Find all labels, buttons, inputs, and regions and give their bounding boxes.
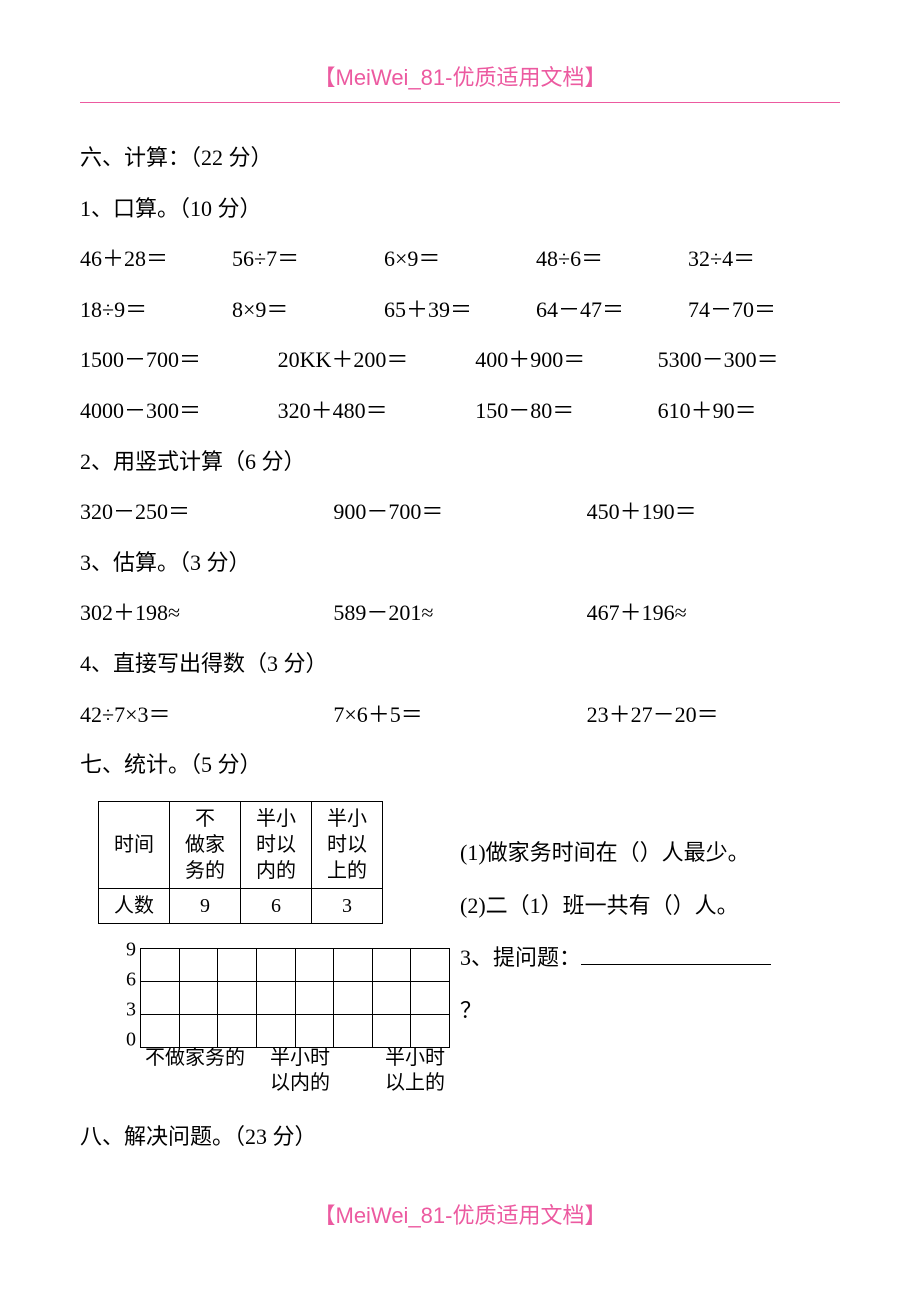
p1-row2: 18÷9＝ 8×9＝ 65＋39＝ 64－47＝ 74－70＝ <box>80 285 840 336</box>
stats-chart: 9 6 3 0 不做家务的 半小时 以内的 半小时 以上的 <box>80 942 450 1102</box>
xlabel: 半小时 以上的 <box>375 1046 455 1096</box>
expr: 589－201≈ <box>333 588 586 639</box>
expr: 400＋900＝ <box>475 335 657 386</box>
td: 6 <box>241 888 312 923</box>
expr: 64－47＝ <box>536 285 688 336</box>
page-footer: 【MeiWei_81-优质适用文档】 <box>0 1198 920 1230</box>
expr: 302＋198≈ <box>80 588 333 639</box>
expr: 610＋90＝ <box>658 386 840 437</box>
expr: 900－700＝ <box>333 487 586 538</box>
expr: 7×6＋5＝ <box>333 690 586 741</box>
expr: 46＋28＝ <box>80 234 232 285</box>
expr: 48÷6＝ <box>536 234 688 285</box>
page-header: 【MeiWei_81-优质适用文档】 <box>80 60 840 103</box>
expr: 4000－300＝ <box>80 386 278 437</box>
section6-title: 六、计算：（22 分） <box>80 133 840 184</box>
q3-end: ？ <box>460 985 840 1038</box>
expr: 23＋27－20＝ <box>587 690 840 741</box>
expr: 8×9＝ <box>232 285 384 336</box>
p1-row3: 1500－700＝ 20KK＋200＝ 400＋900＝ 5300－300＝ <box>80 335 840 386</box>
expr: 320－250＝ <box>80 487 333 538</box>
th: 半小时以内的 <box>241 801 312 888</box>
ytick: 9 <box>126 938 136 961</box>
expr: 1500－700＝ <box>80 335 278 386</box>
p2-row: 320－250＝ 900－700＝ 450＋190＝ <box>80 487 840 538</box>
xlabel: 不做家务的 <box>140 1046 250 1071</box>
expr: 320＋480＝ <box>278 386 476 437</box>
section7-title: 七、统计。（5 分） <box>80 740 840 791</box>
th: 半小时以上的 <box>312 801 383 888</box>
stats-table: 时间 不 做家务的 半小时以内的 半小时以上的 人数 9 6 3 <box>98 801 383 924</box>
q1: (1)做家务时间在（）人最少。 <box>460 827 840 880</box>
section6-p2-title: 2、用竖式计算（6 分） <box>80 437 840 488</box>
section6-p1-title: 1、口算。（10 分） <box>80 184 840 235</box>
expr: 18÷9＝ <box>80 285 232 336</box>
q3-label: 3、提问题： <box>460 945 581 970</box>
td: 3 <box>312 888 383 923</box>
xlabel: 半小时 以内的 <box>260 1046 340 1096</box>
expr: 6×9＝ <box>384 234 536 285</box>
expr: 74－70＝ <box>688 285 840 336</box>
td: 9 <box>170 888 241 923</box>
ytick: 0 <box>126 1028 136 1051</box>
section8-title: 八、解决问题。（23 分） <box>80 1112 840 1163</box>
section6-p4-title: 4、直接写出得数（3 分） <box>80 639 840 690</box>
expr: 42÷7×3＝ <box>80 690 333 741</box>
p1-row1: 46＋28＝ 56÷7＝ 6×9＝ 48÷6＝ 32÷4＝ <box>80 234 840 285</box>
expr: 467＋196≈ <box>587 588 840 639</box>
expr: 56÷7＝ <box>232 234 384 285</box>
expr: 20KK＋200＝ <box>278 335 476 386</box>
p4-row: 42÷7×3＝ 7×6＋5＝ 23＋27－20＝ <box>80 690 840 741</box>
q2: (2)二（1）班一共有（）人。 <box>460 880 840 933</box>
th: 时间 <box>99 801 170 888</box>
expr: 450＋190＝ <box>587 487 840 538</box>
section6-p3-title: 3、估算。（3 分） <box>80 538 840 589</box>
blank-line <box>581 940 771 965</box>
p3-row: 302＋198≈ 589－201≈ 467＋196≈ <box>80 588 840 639</box>
expr: 150－80＝ <box>475 386 657 437</box>
ytick: 3 <box>126 998 136 1021</box>
expr: 5300－300＝ <box>658 335 840 386</box>
p1-row4: 4000－300＝ 320＋480＝ 150－80＝ 610＋90＝ <box>80 386 840 437</box>
td: 人数 <box>99 888 170 923</box>
th: 不 做家务的 <box>170 801 241 888</box>
ytick: 6 <box>126 968 136 991</box>
chart-grid <box>140 948 450 1048</box>
q3: 3、提问题： <box>460 932 840 985</box>
expr: 32÷4＝ <box>688 234 840 285</box>
expr: 65＋39＝ <box>384 285 536 336</box>
